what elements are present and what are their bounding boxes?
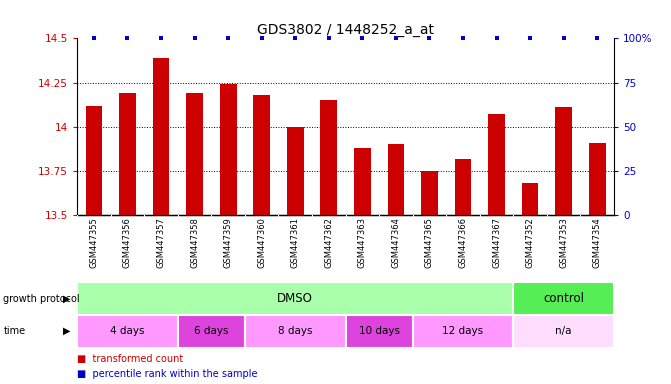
Text: growth protocol: growth protocol xyxy=(3,293,80,304)
Text: GSM447354: GSM447354 xyxy=(592,217,602,268)
Text: GSM447353: GSM447353 xyxy=(559,217,568,268)
Text: ■  percentile rank within the sample: ■ percentile rank within the sample xyxy=(77,369,258,379)
Bar xyxy=(556,107,572,215)
Bar xyxy=(77,282,513,315)
Bar xyxy=(187,93,203,215)
Bar xyxy=(589,142,606,215)
Text: GSM447361: GSM447361 xyxy=(291,217,300,268)
Bar xyxy=(119,93,136,215)
Text: GSM447355: GSM447355 xyxy=(89,217,99,268)
Bar xyxy=(522,183,539,215)
Bar xyxy=(153,58,170,215)
Text: GSM447364: GSM447364 xyxy=(391,217,401,268)
Text: GSM447359: GSM447359 xyxy=(223,217,233,268)
Text: GSM447366: GSM447366 xyxy=(458,217,468,268)
Bar xyxy=(254,95,270,215)
Text: ▶: ▶ xyxy=(63,293,70,304)
Text: n/a: n/a xyxy=(556,326,572,336)
Text: 8 days: 8 days xyxy=(278,326,313,336)
Text: ▶: ▶ xyxy=(63,326,70,336)
Text: 12 days: 12 days xyxy=(442,326,484,336)
Bar xyxy=(388,144,405,215)
Bar xyxy=(513,315,614,348)
Bar xyxy=(413,315,513,348)
Text: 6 days: 6 days xyxy=(194,326,229,336)
Bar xyxy=(354,148,371,215)
Text: GSM447363: GSM447363 xyxy=(358,217,367,268)
Text: control: control xyxy=(543,292,584,305)
Title: GDS3802 / 1448252_a_at: GDS3802 / 1448252_a_at xyxy=(257,23,434,37)
Text: GSM447362: GSM447362 xyxy=(324,217,333,268)
Text: ■  transformed count: ■ transformed count xyxy=(77,354,183,364)
Text: GSM447358: GSM447358 xyxy=(190,217,199,268)
Text: GSM447352: GSM447352 xyxy=(525,217,535,268)
Bar xyxy=(421,171,438,215)
Bar xyxy=(178,315,245,348)
Bar xyxy=(220,84,237,215)
Bar xyxy=(346,315,413,348)
Text: GSM447356: GSM447356 xyxy=(123,217,132,268)
Text: GSM447360: GSM447360 xyxy=(257,217,266,268)
Text: time: time xyxy=(3,326,25,336)
Bar xyxy=(513,282,614,315)
Text: GSM447357: GSM447357 xyxy=(156,217,166,268)
Bar xyxy=(287,127,304,215)
Text: GSM447367: GSM447367 xyxy=(492,217,501,268)
Text: DMSO: DMSO xyxy=(277,292,313,305)
Bar xyxy=(77,315,178,348)
Text: GSM447365: GSM447365 xyxy=(425,217,434,268)
Text: 4 days: 4 days xyxy=(110,326,145,336)
Bar xyxy=(321,100,338,215)
Text: 10 days: 10 days xyxy=(358,326,400,336)
Bar xyxy=(86,106,103,215)
Bar xyxy=(488,114,505,215)
Bar xyxy=(455,159,472,215)
Bar xyxy=(245,315,346,348)
